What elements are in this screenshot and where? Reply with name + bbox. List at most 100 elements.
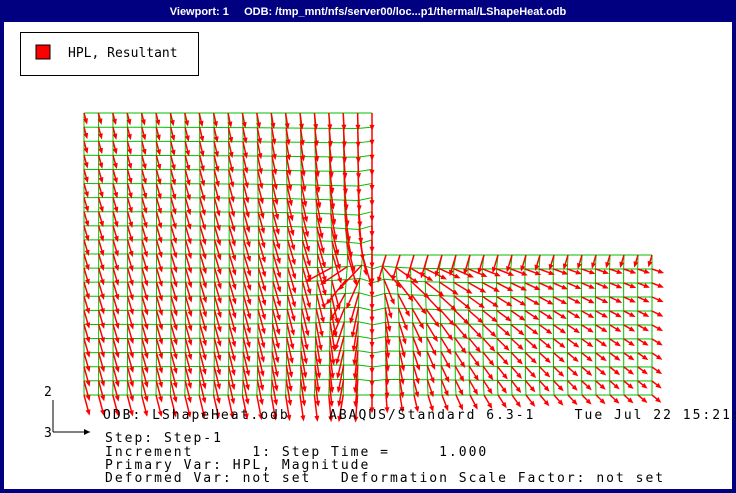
flux-arrow — [338, 379, 345, 405]
flux-arrow — [411, 308, 424, 328]
flux-arrow — [300, 322, 308, 348]
flux-arrowhead — [186, 223, 192, 231]
flux-arrowhead — [352, 279, 358, 286]
flux-arrowhead — [141, 148, 147, 156]
flux-arrowhead — [298, 123, 304, 130]
flux-arrowhead — [142, 192, 148, 200]
flux-arrow — [213, 295, 221, 316]
flux-arrow — [346, 278, 361, 307]
flux-arrowhead — [417, 336, 423, 344]
flux-arrowhead — [613, 369, 621, 376]
flux-arrowhead — [201, 224, 207, 231]
flux-arrowhead — [574, 313, 581, 319]
flux-arrow — [344, 214, 350, 240]
flux-arrow — [449, 254, 457, 274]
flux-arrowhead — [276, 257, 281, 265]
flux-arrowhead — [317, 217, 323, 224]
flux-arrowhead — [573, 342, 580, 348]
flux-arrowhead — [172, 338, 178, 346]
flux-arrowhead — [272, 414, 278, 421]
flux-arrowhead — [127, 177, 133, 185]
flux-arrow — [155, 380, 162, 400]
flux-arrowhead — [502, 373, 508, 380]
flux-arrowhead — [586, 355, 593, 362]
flux-arrowhead — [158, 381, 164, 389]
flux-arrowhead — [142, 221, 148, 229]
flux-arrow — [198, 366, 206, 387]
flux-arrowhead — [157, 251, 163, 259]
flux-arrowhead — [416, 350, 421, 358]
flux-arrow — [242, 380, 249, 403]
flux-arrow — [213, 253, 221, 273]
flux-arrowhead — [172, 396, 178, 403]
flux-arrowhead — [112, 118, 117, 126]
flux-arrowhead — [327, 124, 333, 131]
flux-arrowhead — [286, 154, 292, 161]
flux-arrowhead — [172, 353, 178, 360]
flux-arrowhead — [445, 362, 451, 369]
flux-arrowhead — [99, 235, 105, 242]
flux-arrowhead — [490, 331, 497, 338]
flux-arrowhead — [657, 297, 664, 303]
flux-arrowhead — [586, 341, 594, 348]
flux-arrowhead — [155, 134, 161, 141]
flux-arrowhead — [112, 148, 118, 155]
flux-arrowhead — [158, 280, 163, 288]
flux-arrow — [228, 295, 236, 317]
flux-arrowhead — [407, 295, 414, 302]
flux-arrowhead — [112, 133, 118, 140]
flux-arrow — [299, 394, 305, 419]
flux-arrowhead — [575, 269, 582, 275]
flux-arrowhead — [330, 359, 336, 366]
flux-arrowhead — [257, 137, 262, 145]
flux-arrowhead — [230, 398, 236, 405]
flux-arrow — [354, 394, 359, 420]
flux-arrowhead — [215, 210, 221, 217]
flux-arrow — [155, 338, 163, 357]
flux-arrow — [242, 351, 250, 374]
flux-arrow — [184, 352, 192, 372]
flux-arrowhead — [643, 297, 650, 303]
flux-arrow — [257, 212, 265, 232]
flux-arrow — [271, 379, 277, 403]
flux-arrowhead — [477, 317, 484, 324]
flux-arrow — [286, 295, 295, 320]
flux-arrowhead — [231, 298, 237, 305]
flux-arrow — [184, 380, 191, 401]
flux-arrowhead — [619, 261, 625, 268]
flux-arrowhead — [401, 338, 407, 345]
flux-arrowhead — [629, 283, 637, 289]
flux-arrowhead — [517, 344, 524, 351]
flux-arrowhead — [449, 269, 454, 277]
flux-arrowhead — [114, 395, 120, 402]
flux-arrowhead — [385, 339, 391, 346]
flux-arrowhead — [273, 399, 279, 406]
flux-arrow — [228, 225, 236, 245]
flux-arrow — [329, 336, 335, 363]
flux-arrowhead — [98, 176, 104, 184]
flux-arrow — [300, 198, 308, 220]
flux-arrowhead — [515, 386, 522, 394]
flux-arrowhead — [494, 271, 501, 277]
flux-arrowhead — [615, 298, 623, 303]
flux-arrowhead — [246, 327, 252, 334]
flux-arrowhead — [531, 343, 538, 350]
flux-arrowhead — [334, 344, 340, 351]
flux-arrowhead — [172, 382, 178, 389]
flux-arrowhead — [337, 400, 343, 407]
flux-arrow — [392, 254, 401, 279]
flux-arrow — [155, 394, 162, 415]
flux-arrowhead — [440, 274, 447, 280]
flux-arrowhead — [532, 329, 539, 335]
flux-arrowhead — [562, 263, 568, 270]
flux-arrowhead — [478, 302, 485, 309]
flux-arrowhead — [656, 354, 663, 360]
flux-arrowhead — [187, 281, 193, 289]
flux-arrow — [184, 310, 192, 329]
flux-arrowhead — [627, 383, 634, 390]
flux-arrow — [352, 321, 359, 350]
flux-arrowhead — [100, 394, 106, 402]
flux-arrowhead — [128, 265, 134, 272]
flux-arrowhead — [548, 263, 554, 271]
flux-arrowhead — [185, 164, 191, 172]
